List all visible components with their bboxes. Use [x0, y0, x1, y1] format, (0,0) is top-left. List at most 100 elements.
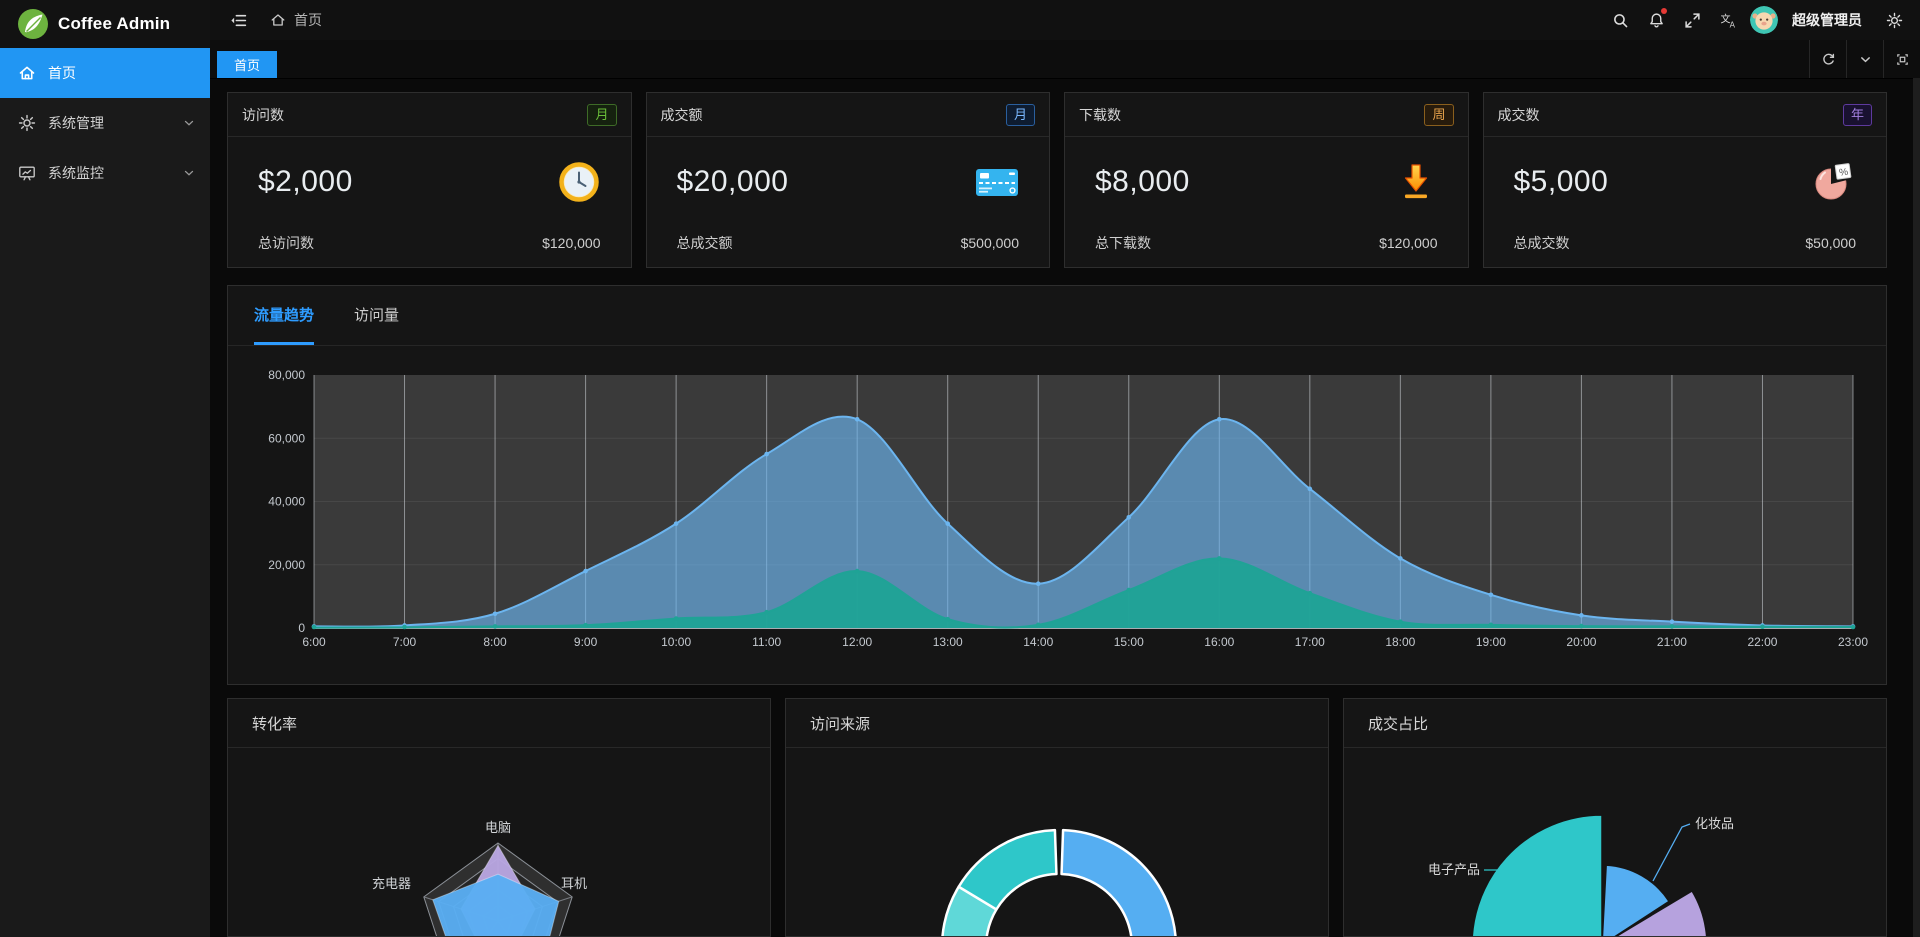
download-icon [1394, 161, 1438, 203]
breadcrumb[interactable]: 首页 [270, 10, 322, 30]
fullscreen-icon [1684, 12, 1700, 28]
tab-maximize-button[interactable] [1883, 40, 1920, 78]
gear-icon [1886, 12, 1902, 28]
svg-text:电子产品: 电子产品 [1428, 862, 1480, 877]
svg-text:16:00: 16:00 [1204, 635, 1234, 649]
sidebar-item-label: 系统管理 [48, 115, 104, 131]
stat-cards-row: 访问数 月 $2,000 总访问数 $120,000 [227, 92, 1887, 268]
svg-text:80,000: 80,000 [268, 368, 305, 382]
svg-text:19:00: 19:00 [1476, 635, 1506, 649]
scrollbar[interactable] [1913, 78, 1920, 937]
svg-text:充电器: 充电器 [372, 876, 411, 891]
svg-text:7:00: 7:00 [393, 635, 417, 649]
svg-text:耳机: 耳机 [561, 876, 587, 891]
pie-chart-icon: % [1812, 161, 1856, 203]
avatar[interactable] [1750, 6, 1778, 34]
sidebar: Coffee Admin 首页 系统管理 [0, 0, 210, 937]
breadcrumb-label: 首页 [294, 12, 322, 28]
card-title: 访问来源 [810, 715, 871, 733]
search-icon [1613, 13, 1627, 27]
svg-text:电脑: 电脑 [485, 820, 511, 835]
stat-card-title: 成交数 [1497, 106, 1540, 123]
sidebar-item-system-monitor[interactable]: 系统监控 [0, 148, 210, 198]
header-left: 首页 [210, 6, 322, 34]
stat-card-visits: 访问数 月 $2,000 总访问数 $120,000 [227, 92, 632, 268]
period-badge: 月 [587, 103, 617, 126]
svg-text:20,000: 20,000 [268, 558, 305, 572]
menu-fold-icon [230, 14, 246, 26]
svg-text:17:00: 17:00 [1295, 635, 1325, 649]
svg-text:14:00: 14:00 [1023, 635, 1053, 649]
svg-text:0: 0 [298, 621, 305, 635]
stat-value: $5,000 [1513, 165, 1609, 198]
svg-text:18:00: 18:00 [1385, 635, 1415, 649]
header-right: 文 A 超级管理员 [1606, 6, 1920, 34]
stat-value: $20,000 [676, 165, 789, 198]
settings-button[interactable] [1880, 6, 1908, 34]
translate-icon: 文 A [1720, 12, 1735, 29]
svg-text:文: 文 [1720, 12, 1730, 25]
visit-source-donut-chart [941, 828, 1177, 936]
sidebar-item-system-management[interactable]: 系统管理 [0, 98, 210, 148]
stat-footer-label: 总下载数 [1095, 235, 1151, 251]
fullscreen-button[interactable] [1678, 6, 1706, 34]
collapse-menu-button[interactable] [224, 6, 252, 34]
stat-card-downloads: 下载数 周 $8,000 总下载数 $120,000 [1064, 92, 1469, 268]
svg-text:10:00: 10:00 [661, 635, 691, 649]
bell-icon [1649, 12, 1663, 27]
trend-card: 流量趋势 访问量 0 20,000 40,000 60,000 80,000 6:00 7:… [227, 285, 1887, 685]
notifications-button[interactable] [1642, 6, 1670, 34]
clock-icon [557, 161, 601, 203]
period-badge: 年 [1842, 103, 1872, 126]
stat-footer-value: $50,000 [1805, 235, 1856, 251]
stat-card-turnover: 成交额 月 $20,000 总成交 [645, 92, 1050, 268]
period-badge: 月 [1005, 103, 1035, 126]
stat-footer-label: 总成交数 [1513, 235, 1570, 251]
tab-controls [1809, 40, 1920, 78]
svg-text:11:00: 11:00 [752, 635, 781, 649]
stat-card-title: 访问数 [242, 106, 284, 123]
svg-text:9:00: 9:00 [574, 635, 598, 649]
svg-text:6:00: 6:00 [302, 635, 326, 649]
chevron-down-icon [1860, 56, 1870, 62]
conversion-rate-card: 转化率 电脑 耳机 充电器 [227, 698, 771, 937]
svg-text:A: A [1729, 20, 1735, 29]
home-icon [18, 64, 36, 82]
svg-text:%: % [1839, 167, 1849, 179]
tab-traffic-trend[interactable]: 流量趋势 [254, 286, 315, 345]
svg-text:22:00: 22:00 [1747, 635, 1777, 649]
sidebar-item-home[interactable]: 首页 [0, 48, 210, 98]
card-title: 成交占比 [1368, 715, 1429, 733]
language-button[interactable]: 文 A [1714, 6, 1742, 34]
deal-share-card: 成交占比 电子产品 化妆品 [1343, 698, 1887, 937]
svg-text:23:00: 23:00 [1838, 635, 1868, 649]
deal-share-pie-chart: 电子产品 化妆品 [1428, 814, 1734, 936]
stat-footer-value: $120,000 [542, 235, 601, 251]
svg-text:化妆品: 化妆品 [1695, 816, 1734, 831]
svg-text:8:00: 8:00 [483, 635, 507, 649]
svg-text:20:00: 20:00 [1566, 635, 1596, 649]
tab-home[interactable]: 首页 [217, 51, 278, 78]
tab-visit-volume[interactable]: 访问量 [354, 306, 400, 324]
tabbar: 首页 [210, 40, 1920, 79]
gear-icon [18, 114, 36, 132]
chevron-down-icon [182, 166, 196, 180]
svg-text:60,000: 60,000 [268, 431, 305, 445]
chevron-down-icon [182, 116, 196, 130]
stat-footer-value: $500,000 [960, 235, 1019, 251]
stat-footer-label: 总访问数 [258, 235, 314, 251]
trend-tabs: 流量趋势 访问量 [228, 286, 1886, 346]
svg-text:40,000: 40,000 [268, 495, 305, 509]
search-button[interactable] [1606, 6, 1634, 34]
svg-text:13:00: 13:00 [933, 635, 963, 649]
tab-collapse-button[interactable] [1846, 40, 1883, 78]
sidebar-item-label: 首页 [48, 65, 76, 81]
stat-value: $2,000 [258, 165, 353, 198]
stat-card-title: 下载数 [1079, 106, 1121, 123]
username[interactable]: 超级管理员 [1792, 12, 1862, 28]
logo: Coffee Admin [0, 0, 210, 48]
tab-refresh-button[interactable] [1809, 40, 1846, 78]
app-title: Coffee Admin [58, 14, 171, 33]
